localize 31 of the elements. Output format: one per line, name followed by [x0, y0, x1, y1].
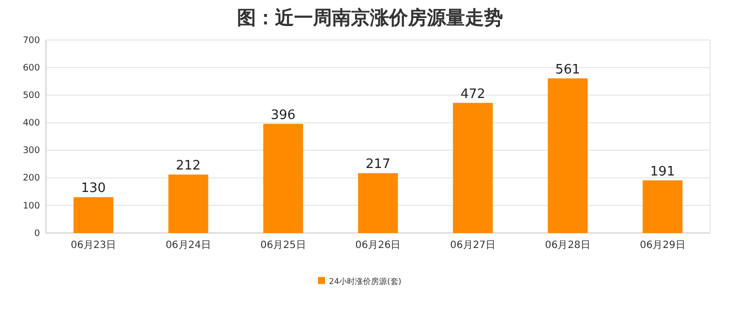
- x-tick-label: 06月24日: [166, 240, 212, 252]
- y-tick-label: 0: [34, 228, 40, 239]
- data-label: 212: [176, 158, 201, 174]
- data-label: 396: [270, 108, 296, 123]
- x-tick-label: 06月28日: [544, 240, 590, 252]
- x-tick-label: 06月29日: [640, 240, 686, 252]
- data-label: 472: [460, 86, 486, 102]
- y-tick-label: 600: [22, 63, 40, 74]
- x-tick-label: 06月23日: [70, 240, 116, 252]
- y-tick-label: 300: [22, 146, 40, 156]
- data-label: 130: [81, 181, 106, 196]
- y-tick-label: 400: [22, 118, 40, 129]
- bar: [358, 173, 398, 233]
- y-tick-label: 700: [22, 36, 40, 46]
- x-tick-label: 06月27日: [450, 240, 496, 252]
- data-label: 191: [650, 164, 675, 180]
- y-tick-label: 500: [22, 91, 40, 102]
- y-tick-label: 200: [22, 174, 40, 184]
- data-label: 217: [366, 157, 390, 172]
- bar: [74, 197, 114, 233]
- legend-label: 24小时涨价房源(套): [329, 277, 402, 286]
- bar: [452, 102, 493, 233]
- data-label: 561: [555, 62, 580, 78]
- chart-title: 图：近一周南京涨价房源量走势: [237, 7, 503, 29]
- x-tick-label: 06月25日: [260, 240, 306, 252]
- bar: [168, 174, 208, 233]
- bar: [548, 78, 588, 233]
- bar: [263, 124, 304, 233]
- x-tick-label: 06月26日: [355, 240, 401, 252]
- bar: [642, 180, 682, 233]
- y-tick-label: 100: [22, 201, 40, 212]
